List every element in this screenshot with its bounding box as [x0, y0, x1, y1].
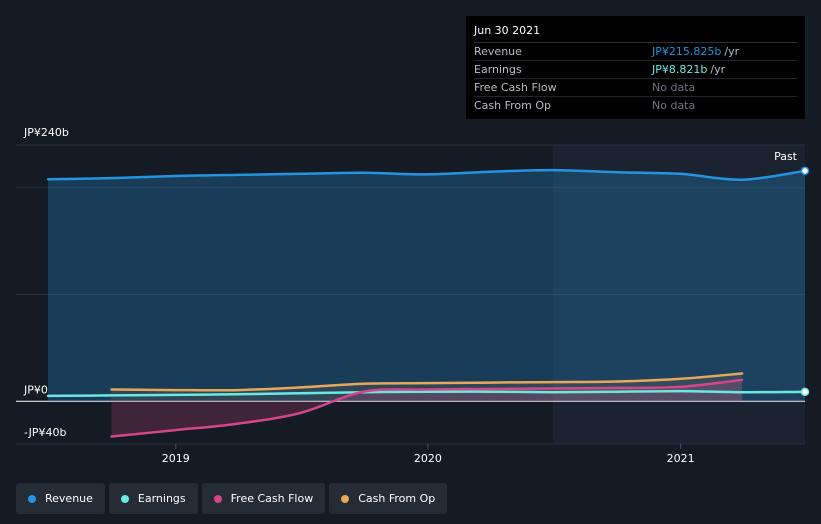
legend-label: Free Cash Flow: [230, 492, 314, 505]
tooltip-row-value: JP¥215.825b: [652, 45, 722, 58]
y-tick-label: -JP¥40b: [24, 426, 66, 439]
legend-item-revenue[interactable]: Revenue: [16, 483, 105, 514]
y-tick-label: JP¥0: [23, 383, 48, 396]
legend-dot-icon: [28, 494, 36, 503]
x-tick-label: 2021: [667, 452, 695, 465]
chart-legend: Revenue Earnings Free Cash Flow Cash Fro…: [16, 483, 448, 516]
series-areas: [48, 170, 805, 437]
earnings-end-marker: [800, 387, 810, 397]
revenue-area: [48, 170, 805, 402]
legend-dot-icon: [213, 494, 222, 503]
tooltip-row-label: Earnings: [474, 63, 522, 76]
tooltip-row-label: Revenue: [474, 45, 522, 58]
free-cash-flow-line: [110, 378, 744, 438]
legend-label: Earnings: [137, 492, 186, 505]
end-markers: [800, 166, 810, 397]
legend-item-earnings[interactable]: Earnings: [108, 483, 198, 514]
revenue-end-marker: [800, 166, 810, 176]
revenue-line: [46, 168, 807, 181]
legend-dot-icon: [341, 494, 350, 503]
tooltip-row-value: JP¥8.821b: [652, 63, 708, 76]
earnings-line: [46, 389, 807, 398]
series-lines: [46, 168, 807, 438]
tooltip-date: Jun 30 2021: [474, 22, 797, 43]
cash-from-op-line: [110, 372, 744, 392]
tooltip-row-unit: /yr: [710, 63, 726, 76]
legend-item-cash-from-op[interactable]: Cash From Op: [329, 483, 448, 514]
legend-label: Revenue: [45, 492, 93, 505]
tooltip-row-label: Free Cash Flow: [474, 81, 557, 94]
tooltip-row-value: No data: [652, 81, 696, 94]
tooltip-row-unit: /yr: [724, 45, 740, 58]
tooltip-row-value: No data: [652, 99, 696, 112]
legend-label: Cash From Op: [358, 492, 436, 505]
grid-lines: [16, 144, 805, 449]
legend-dot-icon: [120, 494, 129, 503]
legend-item-free-cash-flow[interactable]: Free Cash Flow: [201, 483, 326, 514]
tooltip-row-label: Cash From Op: [474, 99, 552, 112]
axis-labels: JP¥240b JP¥0 -JP¥40b 2019 2020 2021: [23, 126, 695, 465]
tooltip-row-free-cash-flow: Free Cash Flow No data: [474, 79, 797, 97]
y-tick-label: JP¥240b: [23, 126, 69, 139]
free-cash-flow-area: [111, 379, 743, 437]
tooltip-panel: Jun 30 2021 Revenue JP¥215.825b/yr Earni…: [466, 16, 805, 119]
x-tick-label: 2020: [414, 452, 442, 465]
tooltip-row-revenue: Revenue JP¥215.825b/yr: [474, 43, 797, 61]
x-tick-label: 2019: [162, 452, 190, 465]
past-label: Past: [774, 150, 798, 163]
tooltip-row-earnings: Earnings JP¥8.821b/yr: [474, 61, 797, 79]
tooltip-row-cash-from-op: Cash From Op No data: [474, 97, 797, 114]
